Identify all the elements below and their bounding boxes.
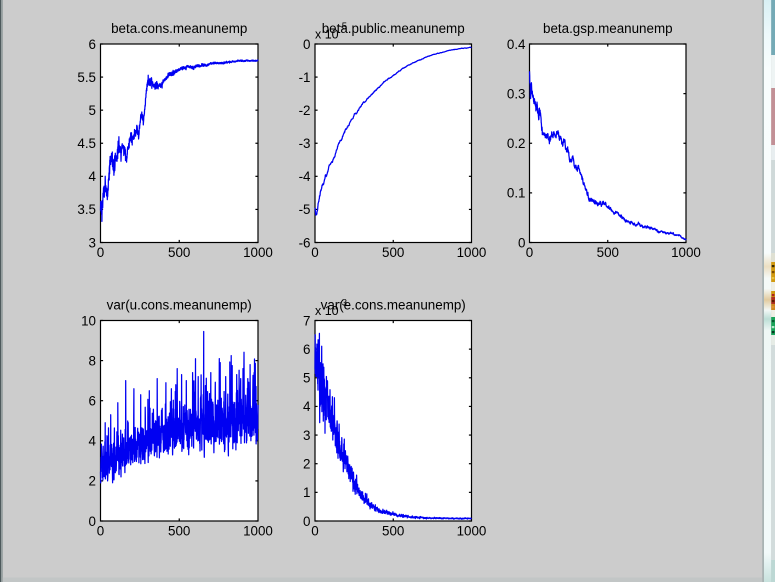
svg-text:4.5: 4.5 bbox=[77, 136, 96, 151]
svg-text:-4: -4 bbox=[299, 169, 311, 184]
svg-text:2: 2 bbox=[303, 457, 310, 472]
svg-text:500: 500 bbox=[168, 523, 190, 538]
svg-text:1000: 1000 bbox=[243, 523, 273, 538]
svg-text:5.5: 5.5 bbox=[77, 70, 96, 85]
svg-text:4: 4 bbox=[89, 434, 97, 449]
svg-text:3: 3 bbox=[303, 428, 310, 443]
svg-text:500: 500 bbox=[597, 245, 619, 260]
svg-text:8: 8 bbox=[89, 353, 96, 368]
svg-text:5: 5 bbox=[89, 103, 96, 118]
svg-text:0: 0 bbox=[89, 514, 96, 529]
svg-text:4: 4 bbox=[89, 169, 97, 184]
svg-text:500: 500 bbox=[168, 245, 190, 260]
svg-text:var(u.cons.meanunemp): var(u.cons.meanunemp) bbox=[107, 298, 252, 313]
svg-text:3: 3 bbox=[89, 235, 96, 250]
svg-text:0.4: 0.4 bbox=[507, 37, 526, 52]
svg-text:7: 7 bbox=[303, 313, 310, 328]
svg-text:5: 5 bbox=[303, 371, 310, 386]
svg-text:beta.cons.meanunemp: beta.cons.meanunemp bbox=[111, 21, 247, 36]
svg-text:500: 500 bbox=[382, 245, 404, 260]
svg-text:beta.gsp.meanunemp: beta.gsp.meanunemp bbox=[543, 21, 673, 36]
svg-text:0: 0 bbox=[311, 523, 318, 538]
svg-text:6: 6 bbox=[89, 37, 96, 52]
svg-text:0: 0 bbox=[97, 523, 104, 538]
svg-text:0: 0 bbox=[97, 245, 104, 260]
svg-text:1000: 1000 bbox=[243, 245, 273, 260]
svg-text:-2: -2 bbox=[299, 103, 311, 118]
svg-text:1000: 1000 bbox=[671, 245, 701, 260]
svg-text:10: 10 bbox=[81, 313, 96, 328]
svg-text:3.5: 3.5 bbox=[77, 202, 96, 217]
svg-text:6: 6 bbox=[89, 394, 96, 409]
svg-text:var(e.cons.meanunemp): var(e.cons.meanunemp) bbox=[321, 298, 466, 313]
svg-text:500: 500 bbox=[382, 523, 404, 538]
svg-text:0.1: 0.1 bbox=[507, 186, 526, 201]
svg-text:0: 0 bbox=[303, 514, 310, 529]
svg-text:4: 4 bbox=[303, 399, 311, 414]
svg-text:2: 2 bbox=[89, 474, 96, 489]
svg-text:0.2: 0.2 bbox=[507, 136, 526, 151]
svg-text:0: 0 bbox=[311, 245, 318, 260]
svg-text:0.3: 0.3 bbox=[507, 86, 526, 101]
svg-text:0: 0 bbox=[303, 37, 310, 52]
svg-text:0: 0 bbox=[518, 235, 525, 250]
svg-text:1000: 1000 bbox=[457, 523, 487, 538]
svg-text:6: 6 bbox=[303, 342, 310, 357]
svg-text:0: 0 bbox=[526, 245, 533, 260]
svg-text:-6: -6 bbox=[299, 235, 311, 250]
svg-text:1: 1 bbox=[303, 485, 310, 500]
svg-text:-3: -3 bbox=[299, 136, 311, 151]
svg-text:1000: 1000 bbox=[457, 245, 487, 260]
svg-text:-5: -5 bbox=[299, 202, 311, 217]
svg-text:-1: -1 bbox=[299, 70, 311, 85]
svg-text:beta.public.meanunemp: beta.public.meanunemp bbox=[322, 21, 465, 36]
